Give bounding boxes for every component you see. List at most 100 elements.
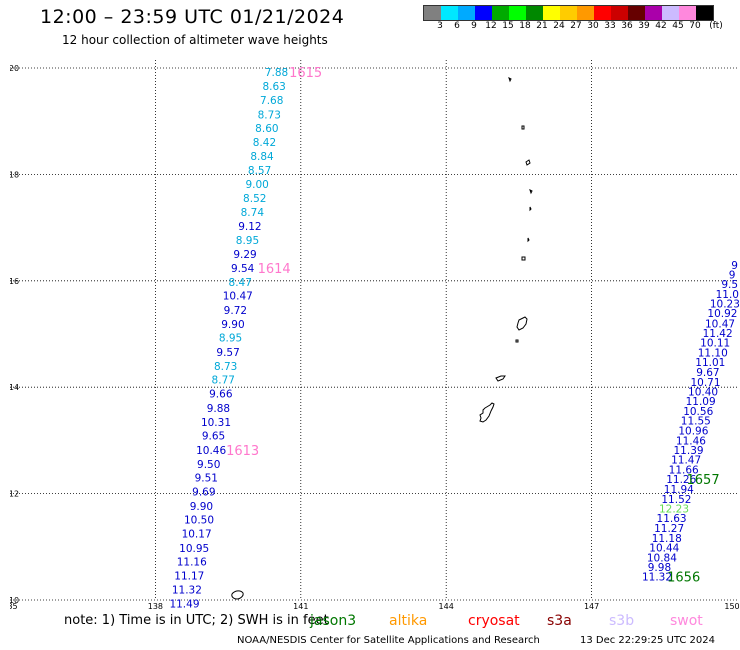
- lon-tick-label: 147: [584, 602, 599, 610]
- legend-label: 30: [587, 21, 599, 31]
- legend-label: 9: [471, 21, 477, 31]
- pass-number-label: 1656: [667, 571, 700, 586]
- wave-height-label: 9.12: [238, 221, 261, 233]
- wave-height-label: 7.88: [265, 67, 288, 79]
- wave-height-label: 10.92: [707, 308, 737, 320]
- legend-swatch: [509, 6, 526, 20]
- wave-height-label: 10.40: [688, 386, 718, 398]
- wave-height-label: 9.67: [696, 367, 719, 379]
- legend-swatch: [441, 6, 458, 20]
- legend-swatch: [560, 6, 577, 20]
- wave-height-label: 11.26: [666, 474, 696, 486]
- lon-tick-label: 141: [293, 602, 308, 610]
- wave-height-label: 9.98: [648, 562, 671, 574]
- legend-swatch: [645, 6, 662, 20]
- wave-height-label: 10.31: [201, 417, 231, 429]
- lon-tick-label: 135: [10, 602, 18, 610]
- wave-height-label: 8.47: [229, 277, 252, 289]
- wave-height-label: 8.74: [241, 207, 265, 219]
- legend-swatch: [696, 6, 713, 20]
- lon-tick-label: 150: [724, 602, 739, 610]
- legend-label: 45: [672, 21, 684, 31]
- legend-label: 70: [689, 21, 701, 31]
- wave-height-label: 9.57: [216, 347, 239, 359]
- wave-height-label: 11.49: [169, 599, 199, 610]
- wave-height-label: 9.90: [221, 319, 244, 331]
- wave-height-label: 9.00: [245, 179, 268, 191]
- legend-label: 36: [621, 21, 633, 31]
- note-text: note: 1) Time is in UTC; 2) SWH is in fe…: [64, 613, 329, 628]
- wave-height-label: 8.57: [248, 165, 271, 177]
- wave-height-label: 11.10: [698, 348, 728, 360]
- lat-tick-label: 18: [10, 170, 19, 179]
- legend-label: 12: [485, 21, 497, 31]
- wave-height-label: 9.65: [202, 431, 225, 443]
- wave-height-label: 11.01: [695, 357, 725, 369]
- wave-height-label: 8.95: [236, 235, 259, 247]
- lon-tick-label: 144: [439, 602, 454, 610]
- legend-label: 6: [454, 21, 460, 31]
- wave-height-label: 8.73: [258, 109, 281, 121]
- wave-height-label: 11.0: [716, 289, 739, 301]
- island: [521, 256, 526, 261]
- wave-height-label: 9.50: [197, 459, 220, 471]
- legend-swatch: [611, 6, 628, 20]
- source-altika: altika: [389, 613, 428, 629]
- wave-height-label: 9.88: [207, 403, 230, 415]
- wave-height-label: 9.66: [209, 389, 233, 401]
- wave-height-label: 9.90: [190, 501, 213, 513]
- island: [515, 339, 519, 343]
- legend-swatch: [458, 6, 475, 20]
- wave-height-label: 8.77: [212, 375, 235, 387]
- wave-height-label: 9.69: [192, 486, 215, 498]
- legend-swatch: [543, 6, 560, 20]
- wave-height-label: 11.16: [177, 557, 207, 569]
- source-cryosat: cryosat: [468, 613, 520, 629]
- source-jason3: jason3: [310, 613, 357, 629]
- wave-height-label: 11.46: [676, 435, 706, 447]
- lon-tick-label: 138: [148, 602, 163, 610]
- wave-height-label: 11.52: [661, 494, 691, 506]
- legend-swatch: [424, 6, 441, 20]
- wave-height-label: 11.42: [703, 328, 733, 340]
- wave-height-label: 11.63: [657, 513, 687, 525]
- island: [508, 77, 512, 83]
- wave-height-label: 10.44: [649, 542, 679, 554]
- island: [516, 316, 528, 331]
- wave-height-label: 11.17: [174, 571, 204, 583]
- wave-height-label: 11.32: [172, 584, 202, 596]
- wave-height-label: 8.73: [214, 361, 237, 373]
- source-swot: swot: [670, 613, 703, 629]
- wave-height-label: 10.84: [647, 552, 677, 564]
- wave-height-label: 11.55: [681, 416, 711, 428]
- wave-height-label: 10.95: [179, 543, 209, 555]
- pass-number-label: 1614: [258, 262, 291, 277]
- wave-height-label: 9.5: [721, 279, 738, 291]
- wave-height-label: 10.47: [223, 291, 253, 303]
- wave-height-label: 10.17: [182, 528, 212, 540]
- island: [479, 402, 495, 423]
- legend-label: 27: [570, 21, 582, 31]
- wave-height-label: 12.23: [659, 503, 689, 515]
- legend-label: 42: [655, 21, 667, 31]
- lat-tick-label: 20: [10, 64, 19, 73]
- island: [525, 159, 531, 166]
- wave-height-label: 10.11: [700, 338, 730, 350]
- footer-timestamp: 13 Dec 22:29:25 UTC 2024: [580, 635, 715, 646]
- legend-swatch: [628, 6, 645, 20]
- legend-label: 39: [638, 21, 650, 31]
- wave-height-label: 8.52: [243, 193, 266, 205]
- wave-height-label: 9.54: [231, 263, 255, 275]
- legend-label: 24: [553, 21, 565, 31]
- wave-height-label: 10.23: [710, 299, 740, 311]
- lat-tick-label: 10: [10, 596, 19, 605]
- legend-swatch: [577, 6, 594, 20]
- island: [529, 206, 532, 212]
- wave-height-label: 9.29: [233, 249, 256, 261]
- map-title: 12:00 – 23:59 UTC 01/21/2024: [40, 6, 345, 28]
- wave-height-label: 11.47: [671, 455, 701, 467]
- island: [495, 375, 506, 382]
- pass-number-label: 1615: [289, 66, 322, 81]
- legend-label: 18: [519, 21, 531, 31]
- wave-height-label: 11.09: [686, 396, 716, 408]
